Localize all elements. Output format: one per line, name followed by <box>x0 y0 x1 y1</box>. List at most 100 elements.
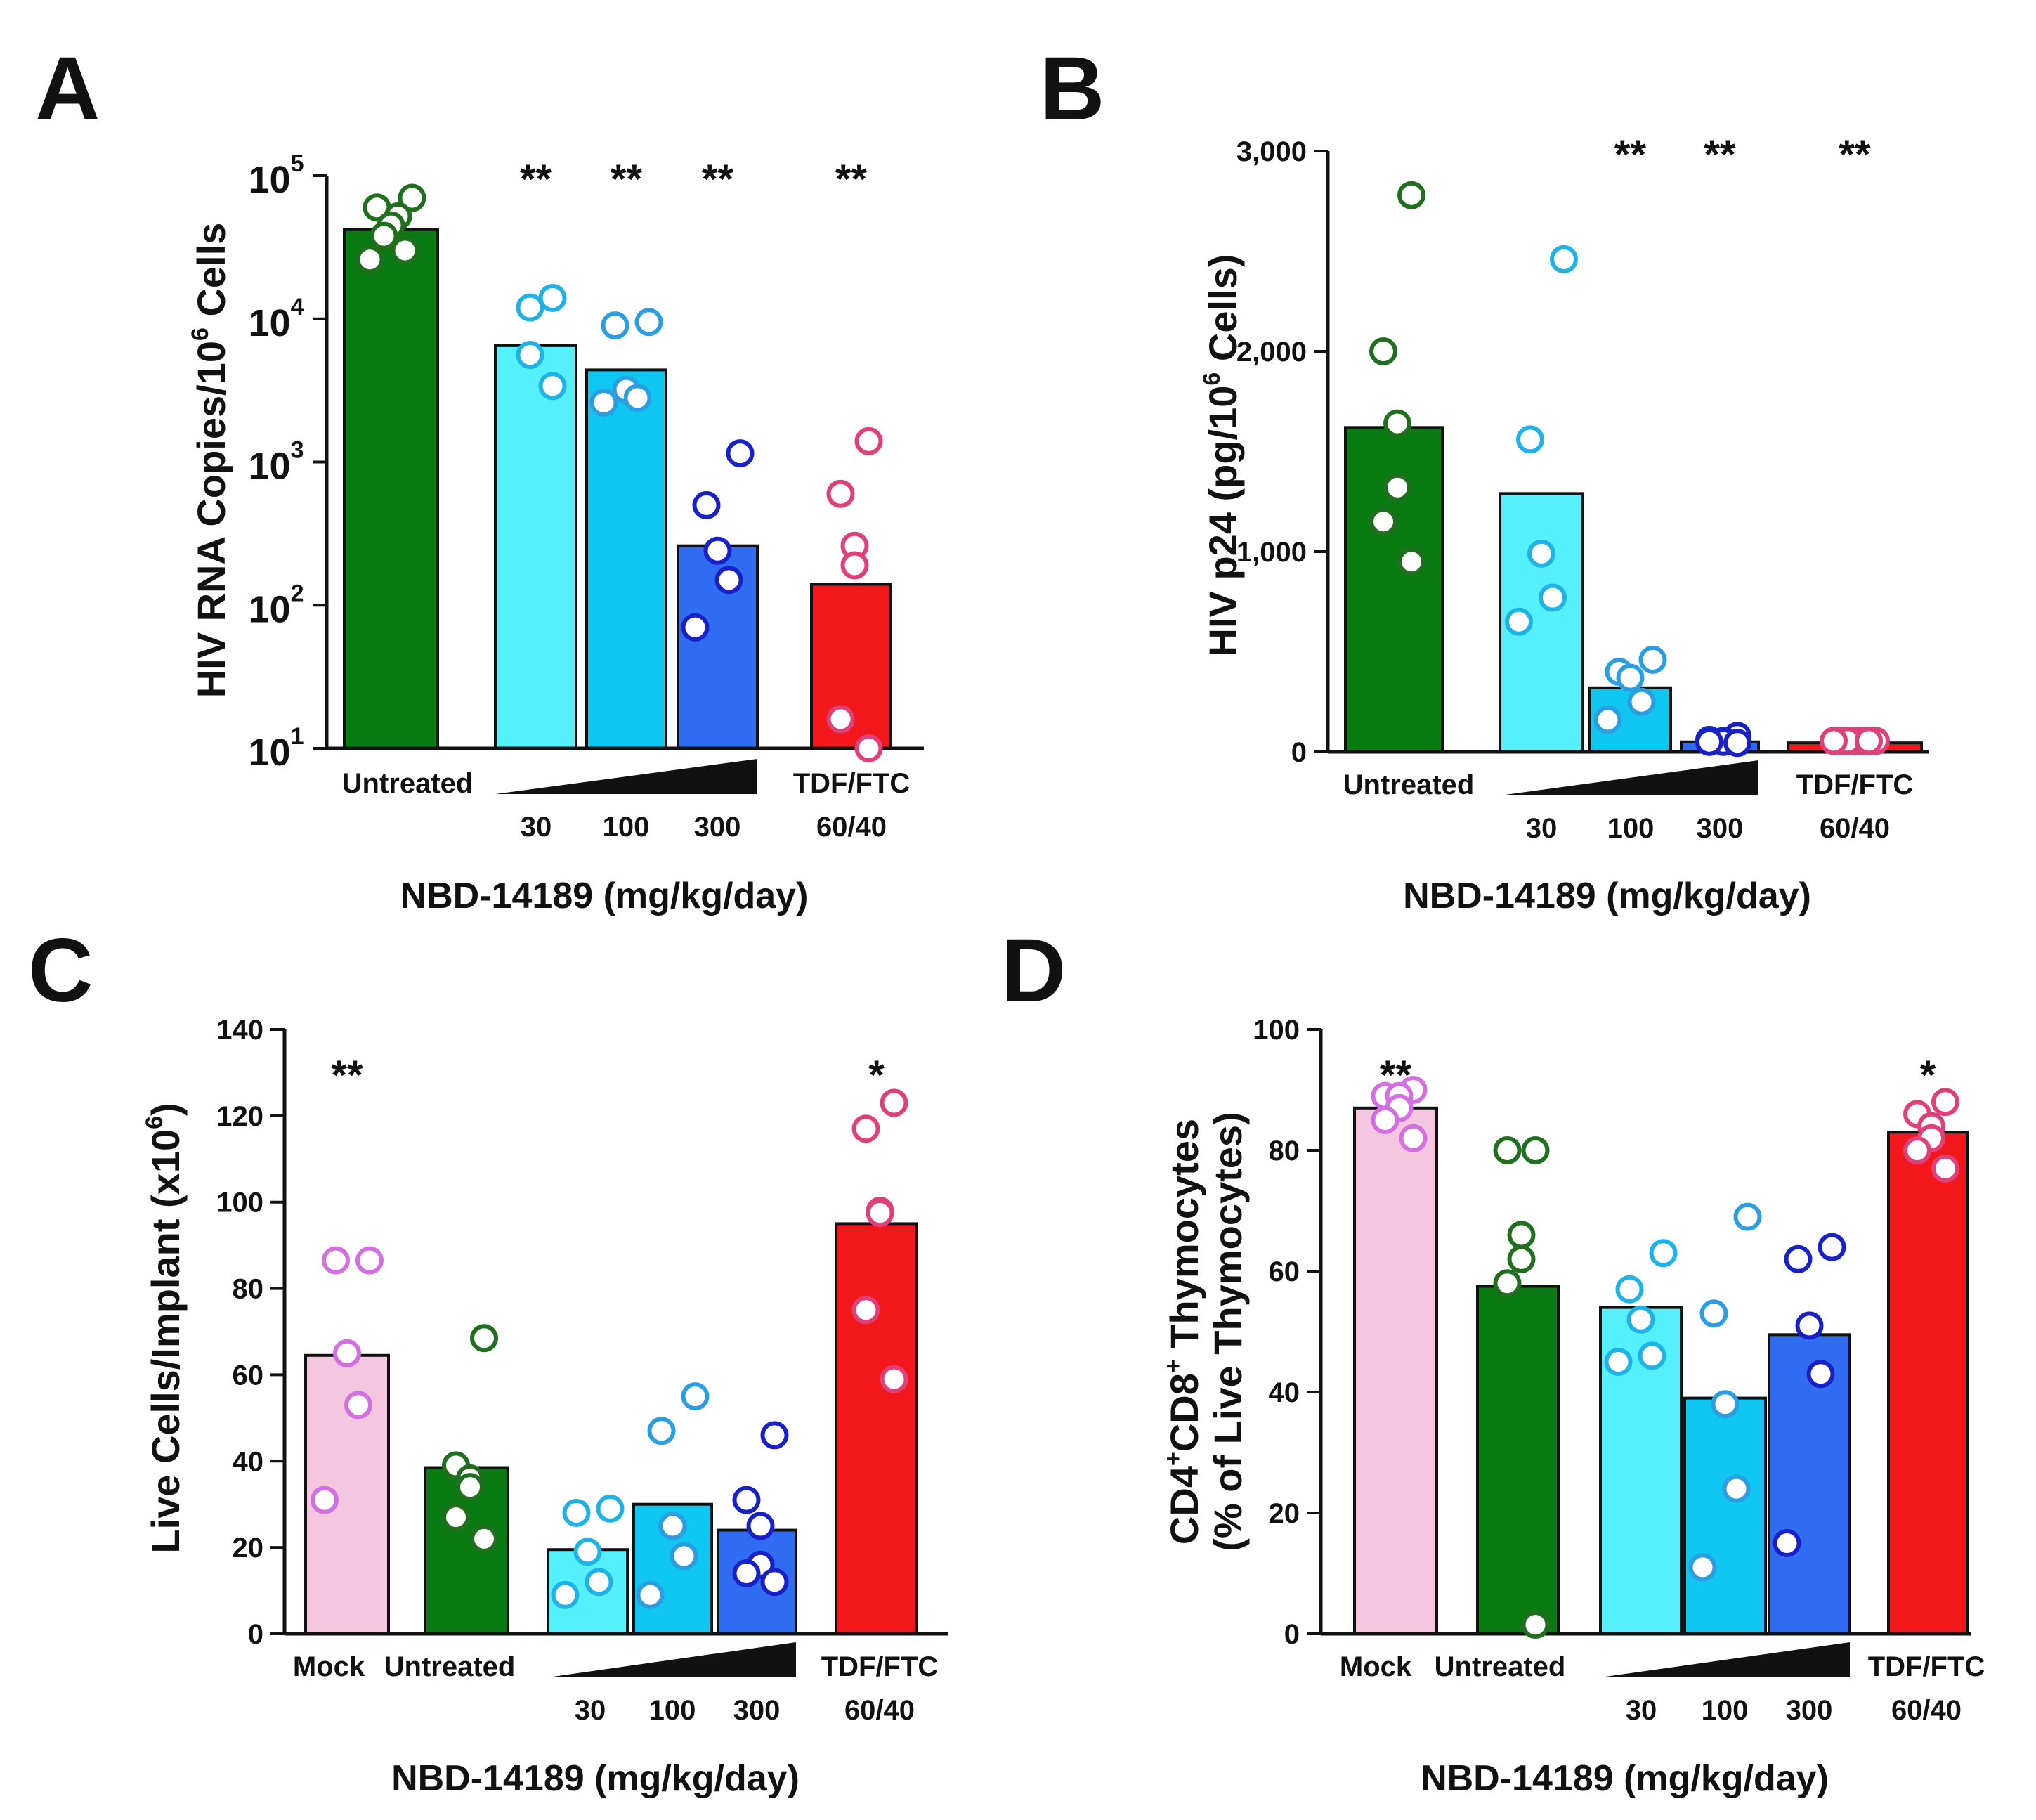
y-tick-label: 2,000 <box>1236 337 1307 368</box>
y-tick-label: 101 <box>249 723 304 774</box>
ylabel-tail: Cells <box>189 223 233 327</box>
tick-base: 10 <box>249 446 291 488</box>
dose-wedge <box>1600 1642 1850 1677</box>
data-point <box>391 236 419 265</box>
data-point <box>670 1542 698 1571</box>
tick-exp: 2 <box>291 580 304 606</box>
data-point <box>333 1339 361 1367</box>
data-point <box>854 734 883 762</box>
data-point <box>538 283 567 312</box>
data-point <box>1369 507 1397 536</box>
panel-letter: C <box>28 921 93 1021</box>
y-tick-label: 0 <box>1291 737 1307 768</box>
data-point <box>760 1568 789 1597</box>
bar-5 <box>1887 1131 1969 1635</box>
significance-label: ** <box>702 157 734 202</box>
data-point <box>760 1421 789 1450</box>
tick-exp: 5 <box>291 150 304 177</box>
data-point <box>1593 706 1622 734</box>
data-point <box>726 439 755 468</box>
ylabel-sup2: + <box>1160 1359 1187 1373</box>
data-point <box>1505 607 1533 636</box>
significance-label: ** <box>835 157 868 202</box>
data-point <box>1516 425 1544 454</box>
y-tick-label: 40 <box>1269 1377 1300 1408</box>
data-point <box>311 1486 339 1514</box>
y-tick-label: 0 <box>1284 1619 1300 1650</box>
y-axis-label-line2: (% of Live Thymocytes) <box>1206 1112 1250 1551</box>
category-tdf-dose: 60/40 <box>816 812 887 843</box>
data-point <box>1493 1136 1522 1164</box>
tick-base: 10 <box>249 732 291 774</box>
data-point <box>551 1580 580 1609</box>
data-point <box>516 341 544 370</box>
data-point <box>866 1199 894 1228</box>
y-axis-label: HIV RNA Copies/106 Cells <box>187 223 233 698</box>
data-point <box>634 308 663 337</box>
dose-wedge <box>1500 760 1758 795</box>
data-point <box>1521 1611 1550 1639</box>
data-point <box>714 566 743 594</box>
data-point <box>746 1512 775 1540</box>
y-tick-label: 102 <box>249 580 304 630</box>
dose-wedge <box>495 759 757 794</box>
tick-exp: 4 <box>291 294 304 320</box>
ylabel-sup: 6 <box>141 1116 168 1129</box>
data-point <box>1649 1239 1678 1268</box>
data-point <box>1722 1474 1751 1503</box>
data-point <box>355 245 384 274</box>
category-dose: 300 <box>694 812 741 843</box>
ylabel-line2: (% of Live Thymocytes) <box>1206 1112 1250 1551</box>
bar-1 <box>494 344 577 750</box>
category-dose: 300 <box>1697 813 1744 844</box>
bar-3 <box>1683 1396 1767 1635</box>
data-point <box>1818 1233 1846 1261</box>
significance-label: ** <box>1614 132 1647 178</box>
data-point <box>344 1391 372 1419</box>
data-point <box>851 1114 880 1143</box>
bar-1 <box>1476 1285 1560 1635</box>
data-point <box>1733 1202 1762 1231</box>
data-point <box>470 1324 498 1353</box>
data-point <box>1784 1244 1813 1273</box>
ylabel-sup: + <box>1160 1452 1187 1466</box>
data-point <box>1383 409 1411 438</box>
data-point <box>1638 1341 1666 1370</box>
y-tick-label: 104 <box>249 294 304 344</box>
significance-label: ** <box>1380 1053 1412 1098</box>
significance-label: ** <box>611 157 643 202</box>
data-point <box>1688 1553 1717 1582</box>
data-point <box>1903 1136 1931 1164</box>
data-point <box>1699 1299 1728 1328</box>
ylabel-main: HIV p24 (pg/10 <box>1201 386 1245 657</box>
category-dose: 100 <box>603 812 650 843</box>
y-tick-label: 0 <box>248 1619 263 1650</box>
panel-letter: D <box>1001 921 1066 1021</box>
ylabel-tail: Cells) <box>1201 254 1245 372</box>
category-tdf-dose: 60/40 <box>1891 1695 1962 1726</box>
data-point <box>601 311 629 340</box>
y-axis-label: CD4+CD8+ Thymocytes <box>1160 1119 1206 1545</box>
ylabel-main: HIV RNA Copies/10 <box>189 341 233 698</box>
y-tick-label: 20 <box>1269 1498 1300 1529</box>
category-tdf: TDF/FTC <box>1868 1651 1985 1682</box>
significance-label: ** <box>1839 132 1871 178</box>
tick-exp: 3 <box>291 437 304 464</box>
bar-0 <box>1353 1106 1438 1636</box>
bar-5 <box>835 1222 918 1635</box>
y-axis-label: HIV p24 (pg/106 Cells) <box>1199 254 1245 657</box>
data-point <box>538 372 567 401</box>
category-untreated: Untreated <box>1435 1651 1566 1682</box>
y-tick-label: 1,000 <box>1236 537 1307 568</box>
data-point <box>1397 547 1425 576</box>
panel-b: B 3,000 2,000 1,000 0 ** ** ** Untreated 30 100 300… <box>1040 39 1929 916</box>
data-point <box>1527 539 1555 568</box>
data-point <box>854 427 883 455</box>
x-axis-label: NBD-14189 (mg/kg/day) <box>1403 876 1811 916</box>
ylabel-tail: ) <box>143 1103 188 1116</box>
category-untreated: Untreated <box>342 768 474 799</box>
data-point <box>732 1559 761 1587</box>
data-point <box>585 1568 613 1597</box>
category-tdf: TDF/FTC <box>793 768 911 799</box>
